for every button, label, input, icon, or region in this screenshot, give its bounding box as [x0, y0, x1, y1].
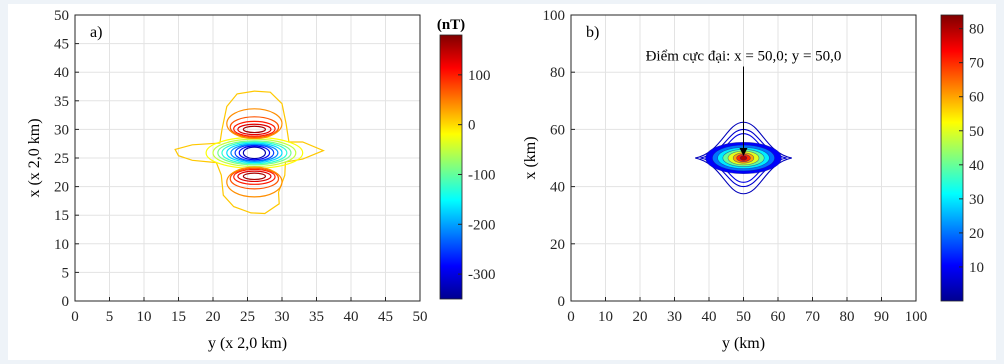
x-tick-label: 30 [275, 309, 290, 325]
colorbar-tick-label: 40 [969, 158, 984, 174]
y-axis-label: x (x 2,0 km) [26, 118, 43, 197]
colorbar-tick-label: -200 [468, 217, 496, 233]
panel-b: Điểm cực đại: x = 50,0; y = 50,0 0 10 20 30 4… [522, 8, 984, 352]
x-tick-label: 50 [413, 309, 428, 325]
contour-line [238, 145, 271, 161]
y-tick-label: 20 [54, 180, 69, 196]
y-tick-label: 35 [54, 94, 69, 110]
y-tick-label: 0 [558, 294, 566, 310]
contour-line [217, 140, 292, 166]
x-tick-label: 90 [874, 309, 889, 325]
contour-line [229, 116, 280, 139]
x-tick-label: 0 [567, 309, 575, 325]
contour-line [226, 166, 283, 198]
y-tick-label: 25 [54, 151, 69, 167]
contours [695, 121, 792, 195]
y-tick-label: 5 [62, 265, 70, 281]
contour-line [242, 146, 267, 160]
y-axis-label: x (km) [522, 136, 539, 179]
colorbar-tick-label: 20 [969, 226, 984, 242]
x-tick-label: 100 [905, 309, 928, 325]
x-tick-label: 0 [71, 309, 79, 325]
y-tick-label: 20 [550, 237, 565, 253]
contour-line [233, 120, 276, 137]
y-tick-label: 0 [62, 294, 70, 310]
panel-label: a) [90, 24, 102, 41]
y-tick-label: 80 [550, 65, 565, 81]
contour-line [695, 121, 792, 195]
contour-line [242, 125, 267, 134]
x-tick-label: 5 [106, 309, 114, 325]
x-tick-label: 10 [598, 309, 613, 325]
colorbar [940, 14, 964, 302]
contour-line [233, 168, 276, 185]
x-tick-label: 20 [206, 309, 221, 325]
contour-line [226, 142, 283, 164]
x-tick-label: 45 [378, 309, 393, 325]
contour-line [226, 108, 283, 140]
colorbar-tick-label: 60 [969, 90, 984, 106]
panel-label: b) [586, 24, 599, 41]
y-tick-label: 60 [550, 122, 565, 138]
annotation-text: Điểm cực đại: x = 50,0; y = 50,0 [646, 48, 842, 64]
y-tick-label: 45 [54, 37, 69, 53]
x-tick-label: 10 [137, 309, 152, 325]
x-axis-label: y (km) [722, 335, 765, 352]
x-tick-label: 35 [309, 309, 324, 325]
colorbar-tick-label: 50 [969, 124, 984, 140]
y-tick-label: 50 [54, 8, 69, 24]
contour-line [229, 167, 280, 190]
colorbar-tick-label: -100 [468, 167, 496, 183]
colorbar-tick-label: 0 [468, 118, 476, 134]
y-tick-label: 100 [543, 8, 566, 24]
contour-fill [739, 155, 748, 161]
colorbar-tick-label: 30 [969, 192, 984, 208]
contour-line [221, 141, 288, 165]
colorbar-title: (nT) [437, 17, 465, 33]
x-tick-label: 40 [702, 309, 717, 325]
x-tick-label: 70 [805, 309, 820, 325]
y-tick-label: 15 [54, 208, 69, 224]
contour-line [242, 172, 267, 181]
colorbar [439, 34, 463, 300]
panel-a: 0 5 10 15 20 25 30 35 40 45 50 0 5 10 15 20 25 30 35 40 45 50… [26, 8, 496, 352]
colorbar-tick-label: -300 [468, 267, 496, 283]
contours [174, 90, 325, 215]
contour-line [237, 170, 272, 183]
colorbar-tick-label: 70 [969, 56, 984, 72]
x-tick-label: 20 [633, 309, 648, 325]
x-tick-label: 40 [344, 309, 359, 325]
y-tick-label: 30 [54, 122, 69, 138]
colorbar-tick-label: 100 [468, 68, 491, 84]
x-tick-label: 25 [240, 309, 255, 325]
x-tick-label: 30 [667, 309, 682, 325]
x-tick-label: 15 [171, 309, 186, 325]
contour-line [237, 123, 272, 136]
x-tick-label: 80 [840, 309, 855, 325]
x-tick-label: 60 [771, 309, 786, 325]
x-tick-label: 50 [736, 309, 751, 325]
contour-line [230, 143, 279, 163]
y-tick-label: 40 [550, 180, 565, 196]
colorbar-tick-label: 80 [969, 22, 984, 38]
y-tick-label: 40 [54, 65, 69, 81]
contour-line [700, 128, 787, 188]
annotation-arrow-head [739, 148, 748, 156]
x-axis-label: y (x 2,0 km) [208, 335, 287, 352]
y-tick-label: 10 [54, 237, 69, 253]
contour-line [174, 90, 325, 215]
colorbar-tick-label: 10 [969, 260, 984, 276]
